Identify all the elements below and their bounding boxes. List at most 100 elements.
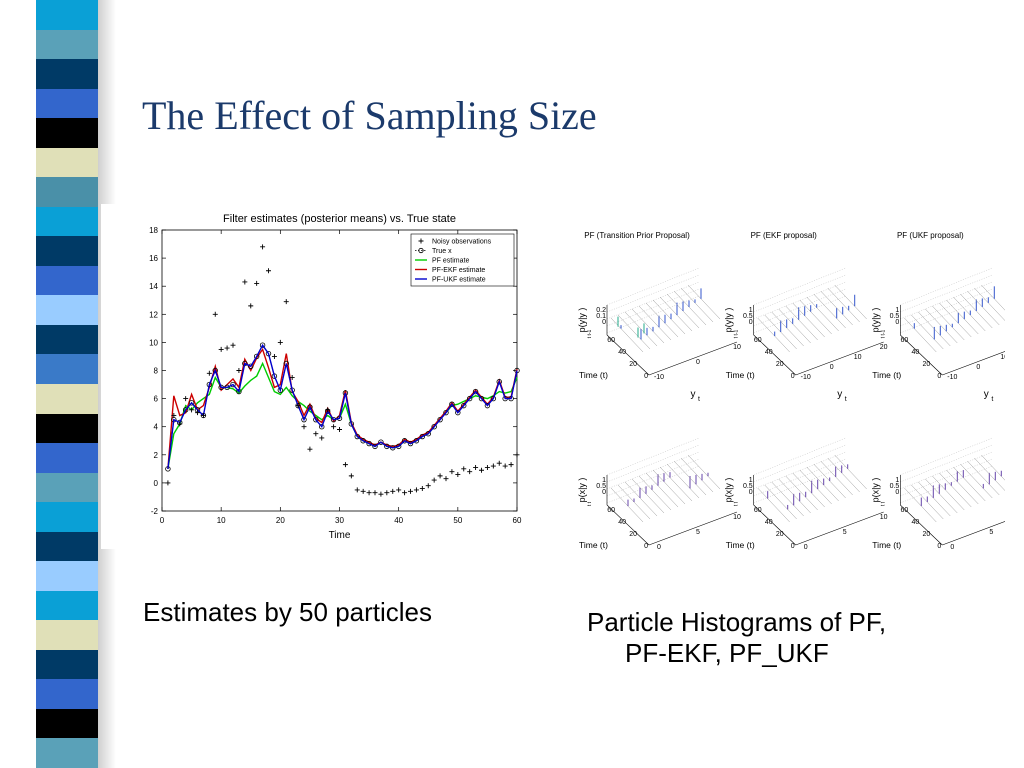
y-tick-label: 6 xyxy=(154,395,159,404)
slice-line xyxy=(932,305,965,341)
data-point xyxy=(366,490,372,496)
histogram-panel: PF (EKF proposal)10.50p(y|y )t t-1604020… xyxy=(724,231,888,403)
slice-line xyxy=(652,469,686,505)
slice-line xyxy=(771,311,804,347)
grid-line xyxy=(900,437,993,476)
series-line xyxy=(167,343,518,469)
x-tick-label: 30 xyxy=(335,516,344,525)
slice-line xyxy=(806,466,839,502)
stripe-block xyxy=(36,265,98,296)
data-point xyxy=(478,395,485,402)
time-tick-label: 20 xyxy=(923,361,931,368)
data-point xyxy=(182,407,189,413)
slice-line xyxy=(771,481,804,517)
time-tick-label: 60 xyxy=(901,507,909,514)
slice-line xyxy=(673,460,707,496)
data-point xyxy=(319,423,325,430)
grid-line xyxy=(606,267,700,306)
data-point xyxy=(461,402,467,409)
grid-line xyxy=(900,281,993,320)
z-tick-label: 0.5 xyxy=(743,313,753,320)
time-tick-label: 40 xyxy=(765,349,773,356)
time-axis xyxy=(606,334,650,376)
data-point xyxy=(502,463,508,469)
stripe-block xyxy=(36,354,98,385)
x-tick-label: 10 xyxy=(217,516,226,525)
data-point xyxy=(466,395,473,402)
z-tick-label: 1 xyxy=(749,477,753,484)
slice-line xyxy=(673,290,707,326)
caption-right-line1: Particle Histograms of PF, xyxy=(587,607,887,637)
z-tick-label: 0 xyxy=(895,489,899,496)
stripe-block xyxy=(36,147,98,178)
data-point xyxy=(401,438,408,444)
slice-line xyxy=(638,475,672,511)
data-point xyxy=(171,412,177,418)
data-point xyxy=(307,404,313,410)
grid-line xyxy=(900,288,993,327)
z-axis-subscript: t t xyxy=(734,501,740,506)
slice-line xyxy=(778,478,811,514)
time-axis xyxy=(900,504,943,546)
time-axis-label: Time (t) xyxy=(872,370,901,380)
slice-line xyxy=(925,308,958,344)
value-axis xyxy=(795,511,884,546)
slice-line xyxy=(799,469,832,505)
data-point xyxy=(461,466,467,472)
data-point xyxy=(443,476,449,482)
data-point xyxy=(455,471,461,477)
data-point xyxy=(366,440,372,447)
z-tick-label: 0.5 xyxy=(596,483,606,490)
z-axis-label: p(x|y ) xyxy=(870,478,880,503)
grid-line xyxy=(606,444,700,483)
slice-line xyxy=(820,460,853,496)
data-point xyxy=(402,490,408,496)
time-tick-label: 0 xyxy=(791,543,795,550)
data-point xyxy=(437,473,443,479)
time-tick-label: 20 xyxy=(629,531,637,538)
slice-line xyxy=(974,287,1005,321)
data-point xyxy=(484,402,491,409)
slice-line xyxy=(834,454,867,490)
grid-line xyxy=(753,267,846,306)
time-tick-label: 40 xyxy=(618,349,626,356)
data-point xyxy=(189,407,195,413)
value-axis xyxy=(942,351,1005,376)
slice-line xyxy=(953,296,986,332)
time-tick-label: 60 xyxy=(901,337,909,344)
x-tick-label: 40 xyxy=(394,516,403,525)
x-tick-label: 0 xyxy=(976,364,980,371)
x-tick-label: 5 xyxy=(989,529,993,536)
data-point xyxy=(307,446,313,452)
data-point xyxy=(337,427,342,433)
data-point xyxy=(248,363,254,369)
x-tick-label: 10 xyxy=(1000,354,1005,361)
stripe-block xyxy=(36,59,98,90)
stripe-block xyxy=(36,324,98,355)
stripe-block xyxy=(36,708,98,739)
data-point xyxy=(407,440,414,447)
slice-line xyxy=(659,466,693,502)
grid-line xyxy=(900,295,993,334)
grid-line xyxy=(606,458,700,497)
z-tick-label: 1 xyxy=(602,477,606,484)
x-tick-label: 0 xyxy=(950,544,954,551)
slice-line xyxy=(680,287,714,323)
histogram-panel: PF (Transition Prior Proposal)0.20.10p(y… xyxy=(577,231,741,403)
data-point xyxy=(188,400,195,406)
slice-line xyxy=(960,463,993,499)
slice-line xyxy=(687,284,721,320)
slice-line xyxy=(778,308,811,344)
time-tick-label: 60 xyxy=(754,507,762,514)
data-point xyxy=(467,469,473,475)
data-point xyxy=(295,403,301,409)
value-axis xyxy=(648,341,738,376)
data-point xyxy=(455,409,461,416)
slice-line xyxy=(659,296,693,332)
z-axis-subscript: t t xyxy=(880,501,886,506)
grid-line xyxy=(753,281,846,320)
slice-line xyxy=(610,317,644,353)
slice-line xyxy=(827,287,860,323)
slice-line xyxy=(764,484,797,520)
time-tick-label: 0 xyxy=(644,543,648,550)
